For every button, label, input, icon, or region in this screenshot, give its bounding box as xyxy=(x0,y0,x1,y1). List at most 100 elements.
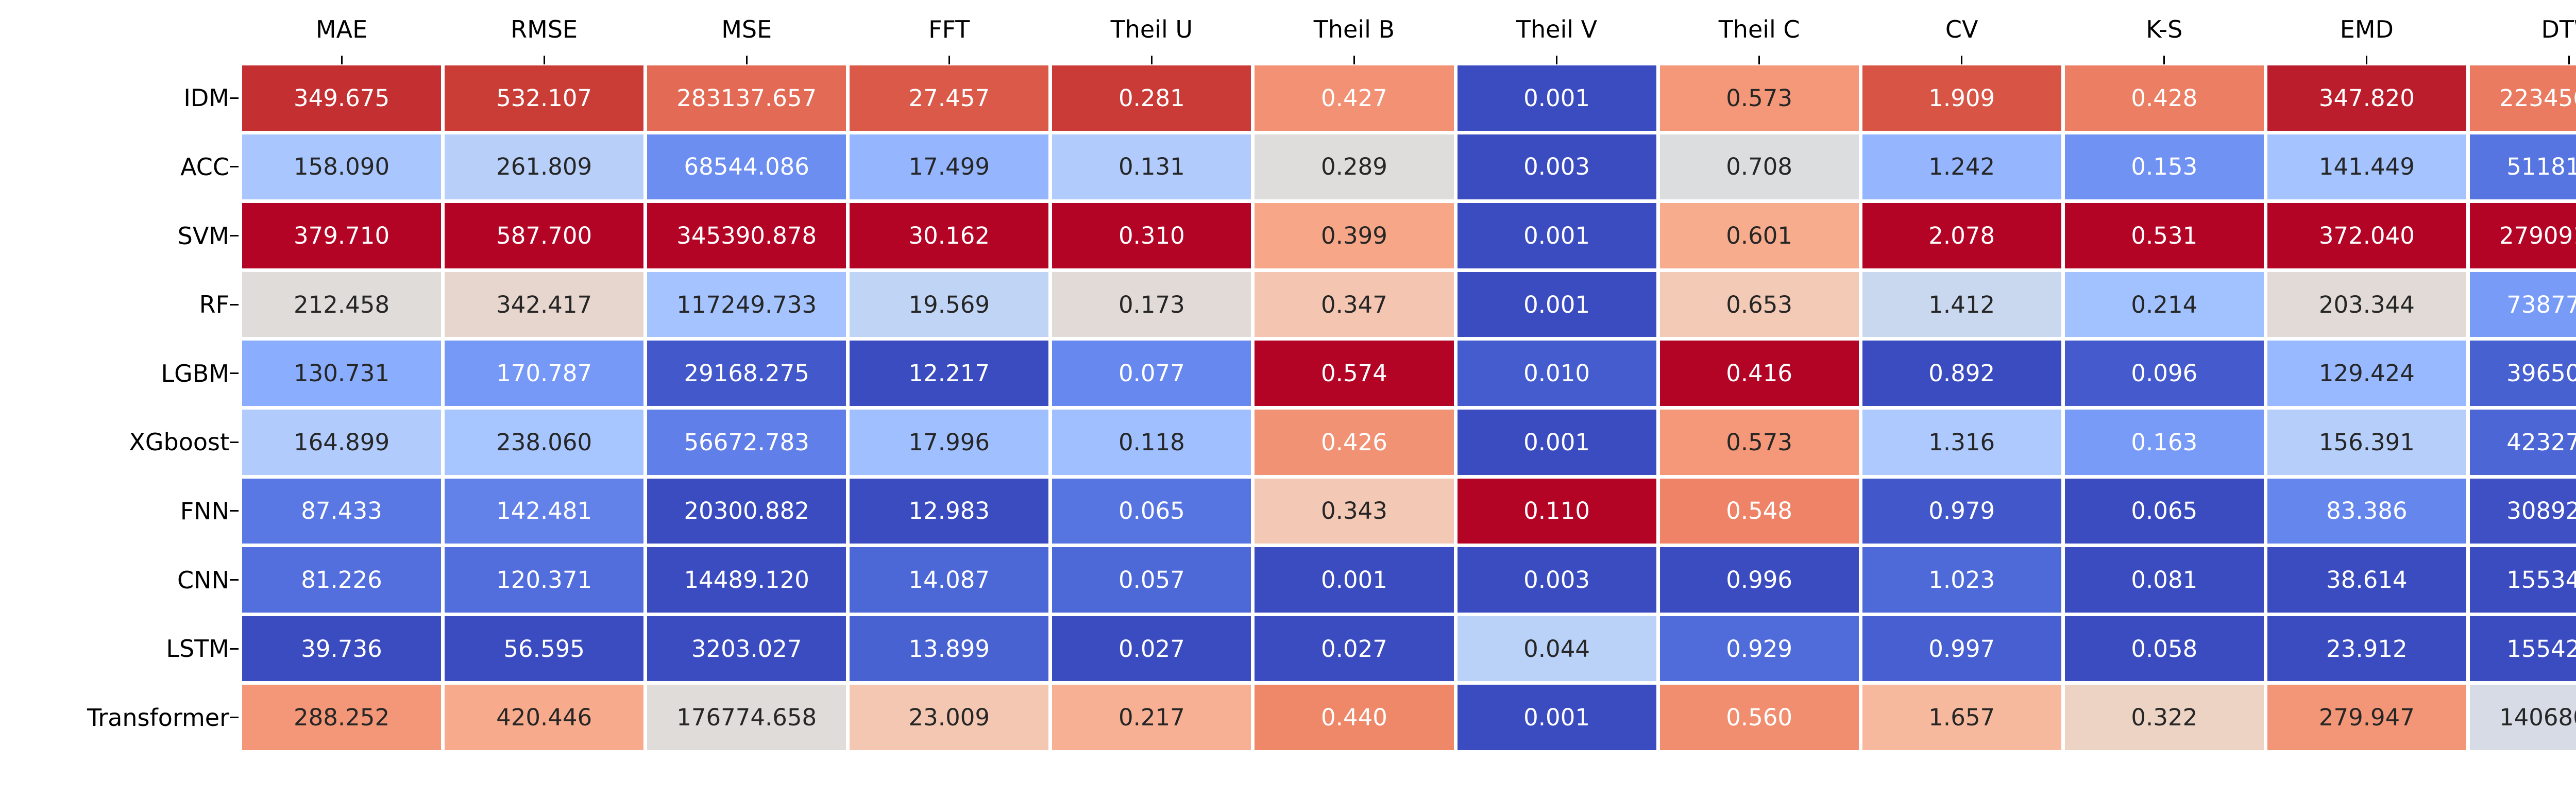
heatmap-cell: 12.983 xyxy=(850,478,1049,544)
x-tick xyxy=(341,56,343,64)
heatmap-cell: 0.003 xyxy=(1457,134,1656,200)
heatmap-cell: 170.787 xyxy=(445,341,644,406)
heatmap-cell: 0.310 xyxy=(1052,203,1251,268)
row-label-cnn: CNN xyxy=(177,566,229,594)
x-tick xyxy=(1353,56,1355,64)
heatmap-cell: 68544.086 xyxy=(647,134,846,200)
heatmap-cell: 23.009 xyxy=(850,685,1049,750)
heatmap-cell: 0.001 xyxy=(1255,547,1454,613)
heatmap-cell: 0.065 xyxy=(1052,478,1251,544)
y-tick xyxy=(230,235,239,236)
heatmap-cell: 39650.319 xyxy=(2469,341,2576,406)
heatmap-cell: 0.010 xyxy=(1457,341,1656,406)
row-label-lstm: LSTM xyxy=(166,635,229,663)
heatmap-cell: 0.001 xyxy=(1457,409,1656,475)
row-label-svm: SVM xyxy=(177,222,229,250)
heatmap-cell: 0.173 xyxy=(1052,272,1251,337)
col-header-fft: FFT xyxy=(928,15,970,43)
heatmap-cell: 0.110 xyxy=(1457,478,1656,544)
heatmap-cell: 130.731 xyxy=(242,341,442,406)
heatmap-cell: 532.107 xyxy=(445,65,644,131)
heatmap-cell: 15542.249 xyxy=(2469,616,2576,682)
x-tick xyxy=(2163,56,2165,64)
heatmap-cell: 1.242 xyxy=(1862,134,2061,200)
x-tick xyxy=(1961,56,1963,64)
heatmap-cell: 0.027 xyxy=(1052,616,1251,682)
heatmap-cell: 0.214 xyxy=(2064,272,2264,337)
heatmap-cell: 1.023 xyxy=(1862,547,2061,613)
heatmap-cell: 0.440 xyxy=(1255,685,1454,750)
heatmap-cell: 0.065 xyxy=(2064,478,2264,544)
x-tick xyxy=(2366,56,2368,64)
heatmap-cell: 39.736 xyxy=(242,616,442,682)
heatmap-cell: 0.996 xyxy=(1659,547,1859,613)
heatmap-grid: 349.675 532.107 283137.657 27.457 0.281 0.427… xyxy=(242,65,2576,750)
heatmap-cell: 20300.882 xyxy=(647,478,846,544)
heatmap-cell: 1.657 xyxy=(1862,685,2061,750)
heatmap-cell: 38.614 xyxy=(2267,547,2466,613)
heatmap-cell: 17.499 xyxy=(850,134,1049,200)
heatmap-cell: 0.997 xyxy=(1862,616,2061,682)
heatmap-cell: 0.929 xyxy=(1659,616,1859,682)
heatmap-cell: 27.457 xyxy=(850,65,1049,131)
y-tick xyxy=(230,166,239,168)
heatmap-cell: 73877.705 xyxy=(2469,272,2576,337)
heatmap-cell: 120.371 xyxy=(445,547,644,613)
heatmap-cell: 1.316 xyxy=(1862,409,2061,475)
heatmap-cell: 349.675 xyxy=(242,65,442,131)
heatmap-cell: 176774.658 xyxy=(647,685,846,750)
col-header-cv: CV xyxy=(1945,15,1978,43)
heatmap-cell: 0.573 xyxy=(1659,65,1859,131)
col-header-mae: MAE xyxy=(315,15,368,43)
heatmap-cell: 83.386 xyxy=(2267,478,2466,544)
y-tick xyxy=(230,510,239,512)
heatmap-cell: 0.001 xyxy=(1457,685,1656,750)
col-header-theil-c: Theil C xyxy=(1718,15,1800,43)
heatmap-cell: 81.226 xyxy=(242,547,442,613)
y-tick xyxy=(230,372,239,375)
heatmap-cell: 140680.845 xyxy=(2469,685,2576,750)
x-tick xyxy=(948,56,950,64)
heatmap-cell: 30.162 xyxy=(850,203,1049,268)
heatmap-cell: 0.118 xyxy=(1052,409,1251,475)
x-tick xyxy=(745,56,748,64)
heatmap-cell: 347.820 xyxy=(2267,65,2466,131)
x-tick xyxy=(2568,56,2570,64)
heatmap-cell: 1.909 xyxy=(1862,65,2061,131)
y-tick xyxy=(230,717,239,719)
heatmap-cell: 30892.761 xyxy=(2469,478,2576,544)
heatmap-cell: 56672.783 xyxy=(647,409,846,475)
heatmap-cell: 0.001 xyxy=(1457,203,1656,268)
heatmap-cell: 0.708 xyxy=(1659,134,1859,200)
x-tick xyxy=(1150,56,1153,64)
heatmap-cell: 0.081 xyxy=(2064,547,2264,613)
heatmap-cell: 0.560 xyxy=(1659,685,1859,750)
x-tick xyxy=(1758,56,1760,64)
col-header-k-s: K-S xyxy=(2146,15,2183,43)
row-label-transformer: Transformer xyxy=(87,703,229,732)
x-tick xyxy=(1556,56,1558,64)
heatmap-cell: 0.001 xyxy=(1457,65,1656,131)
heatmap-cell: 0.281 xyxy=(1052,65,1251,131)
row-label-rf: RF xyxy=(199,291,229,319)
y-tick xyxy=(230,97,239,99)
heatmap-cell: 42327.366 xyxy=(2469,409,2576,475)
heatmap-cell: 0.163 xyxy=(2064,409,2264,475)
heatmap-cell: 0.153 xyxy=(2064,134,2264,200)
row-label-acc: ACC xyxy=(180,152,229,181)
y-tick xyxy=(230,303,239,306)
heatmap-cell: 279091.473 xyxy=(2469,203,2576,268)
heatmap-cell: 0.653 xyxy=(1659,272,1859,337)
heatmap-cell: 0.428 xyxy=(2064,65,2264,131)
heatmap-cell: 156.391 xyxy=(2267,409,2466,475)
heatmap-cell: 372.040 xyxy=(2267,203,2466,268)
heatmap-cell: 345390.878 xyxy=(647,203,846,268)
heatmap-cell: 279.947 xyxy=(2267,685,2466,750)
heatmap-cell: 283137.657 xyxy=(647,65,846,131)
heatmap-cell: 0.058 xyxy=(2064,616,2264,682)
heatmap-cell: 342.417 xyxy=(445,272,644,337)
heatmap-cell: 87.433 xyxy=(242,478,442,544)
row-label-lgbm: LGBM xyxy=(161,359,229,387)
heatmap-cell: 379.710 xyxy=(242,203,442,268)
